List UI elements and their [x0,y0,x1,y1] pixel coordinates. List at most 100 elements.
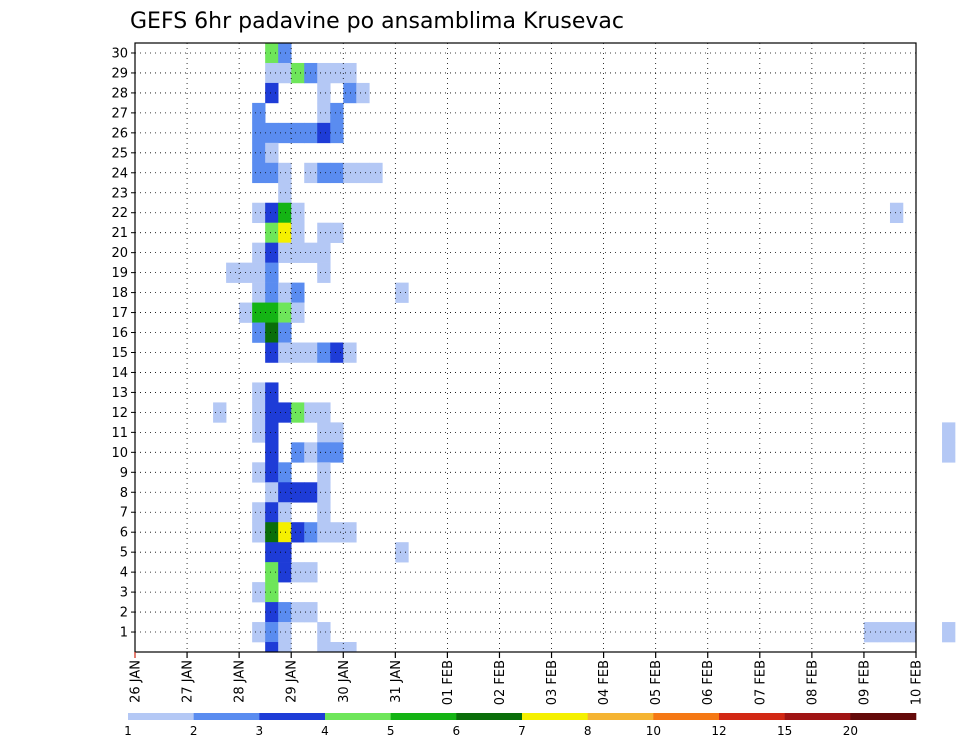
heatmap-cell [265,43,279,64]
x-tick-label: 10 FEB [910,660,925,705]
heatmap-cell [317,622,331,643]
chart-title: GEFS 6hr padavine po ansamblima Krusevac [130,9,624,34]
heatmap-cell [265,282,279,303]
heatmap-cell [252,162,266,184]
y-tick-label: 2 [120,606,128,621]
legend-label: 20 [843,724,858,738]
x-tick-label: 05 FEB [649,660,664,705]
heatmap-cell [252,302,266,323]
legend-swatch [390,713,457,720]
y-tick-label: 12 [111,406,128,421]
heatmap-cell [265,62,279,84]
y-tick-label: 5 [120,546,128,561]
heatmap-cell [265,342,279,363]
heatmap-cell [278,562,292,583]
x-tick-label: 09 FEB [857,660,872,705]
heatmap-cell [278,522,292,543]
heatmap-cell [278,642,292,653]
heatmap-cell [265,502,279,523]
y-tick-label: 1 [120,626,128,641]
heatmap-cell [317,342,331,363]
heatmap-cell [265,262,279,283]
y-tick-label: 10 [111,446,128,461]
heatmap-cell [278,202,292,224]
heatmap-cell [265,242,279,263]
heatmap-cell [942,442,956,463]
heatmap-cell [317,82,331,104]
heatmap-cell [252,582,266,603]
heatmap-cell [265,322,279,343]
heatmap-cell [330,342,344,363]
y-tick-label: 13 [111,386,128,401]
heatmap-cell [942,422,956,443]
legend-label: 3 [256,724,264,738]
heatmap-cell [252,422,266,443]
heatmap-cell [226,262,240,283]
heatmap-cell [265,142,279,164]
heatmap-cell [278,542,292,563]
heatmap-cell [265,642,279,653]
heatmap-cell [395,282,409,303]
legend-label: 6 [453,724,461,738]
legend-label: 10 [646,724,661,738]
heatmap-cell [317,242,331,263]
heatmap-cell [291,122,305,144]
heatmap-cell [265,622,279,643]
heatmap-cell [330,522,344,543]
y-tick-label: 9 [120,466,128,481]
legend-label: 12 [711,724,726,738]
color-legend: 1 2 3 4 5 6 7 8 10 12 15 20 [124,713,917,738]
heatmap-cell [278,322,292,343]
y-tick-label: 18 [111,286,128,301]
heatmap-cell [356,162,370,184]
heatmap-cell [291,62,305,84]
heatmap-cell [889,202,904,224]
heatmap-cell [291,442,305,463]
heatmap-cell [291,522,305,543]
heatmap-cell [291,562,305,583]
heatmap-cell [265,602,279,623]
heatmap-cell [291,302,305,323]
heatmap-cell [278,502,292,523]
heatmap-cell [252,242,266,263]
legend-label: 4 [321,724,329,738]
heatmap-cell [265,482,279,503]
heatmap-cell [317,62,331,84]
heatmap-cell [265,562,279,583]
y-tick-label: 11 [111,426,128,441]
heatmap-cell [317,422,331,443]
x-tick-label: 30 JAN [337,660,352,703]
x-tick-label: 07 FEB [753,660,768,705]
y-tick-label: 28 [111,86,128,101]
heatmap-cell [265,382,279,403]
heatmap-cell [317,262,331,283]
x-tick-label: 28 JAN [233,660,248,703]
legend-label: 8 [584,724,592,738]
heatmap-cell [265,122,279,144]
legend-swatch [128,713,194,720]
x-tick-label: 27 JAN [181,660,196,703]
y-tick-label: 22 [111,206,128,221]
heatmap-cell [252,202,266,224]
legend-swatch [784,713,851,720]
heatmap-cell [902,622,917,643]
heatmap-cell [278,342,292,363]
heatmap-cell [278,462,292,483]
heatmap-cell [330,62,344,84]
heatmap-cell [330,162,344,184]
heatmap-cell [291,402,305,423]
x-tick-label: 06 FEB [701,660,716,705]
x-axis: 26 JAN 27 JAN 28 JAN 29 JAN 30 JAN 31 JAN 01 F… [129,652,925,705]
heatmap-cell [317,102,331,124]
y-tick-label: 16 [111,326,128,341]
heatmap-cell [278,402,292,423]
heatmap-cell [317,462,331,483]
heatmap-cell [317,442,331,463]
y-tick-label: 19 [111,266,128,281]
heatmap-cell [278,622,292,643]
heatmap-cell [252,382,266,403]
legend-label: 2 [190,724,198,738]
heatmap-cell [343,82,357,104]
heatmap-cell [265,542,279,563]
